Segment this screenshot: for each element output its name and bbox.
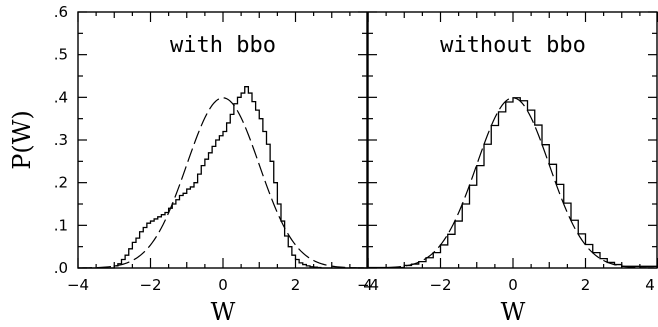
x-tick-label: −2: [429, 276, 451, 294]
x-tick-label: 0: [508, 276, 518, 294]
y-tick-label: .5: [54, 46, 68, 64]
y-tick-label: .6: [54, 3, 68, 21]
y-tick-label: .0: [54, 259, 68, 277]
panel-title: with bbo: [170, 33, 276, 58]
histogram-series: [78, 86, 368, 269]
y-tick-label: .4: [54, 88, 68, 106]
x-axis-label: W: [501, 298, 526, 326]
histogram-series: [367, 97, 658, 269]
x-tick-label: 2: [581, 276, 591, 294]
x-tick-label: 4: [645, 276, 655, 294]
x-tick-label: 4: [363, 276, 373, 294]
gaussian-curve: [77, 97, 369, 269]
gaussian-curve: [367, 97, 658, 269]
y-tick-label: .2: [54, 174, 68, 192]
x-tick-label: 2: [291, 276, 301, 294]
x-tick-label: −2: [139, 276, 161, 294]
panel-title: without bbo: [440, 33, 586, 58]
x-axis-label: W: [211, 298, 236, 326]
shared-axis-labels: .0 .1 .2 .3 .4 .5 .6 P(W): [8, 3, 68, 277]
x-tick-label: 0: [218, 276, 228, 294]
x-tick-label: −4: [357, 276, 379, 294]
y-tick-label: .1: [54, 216, 68, 234]
y-tick-label: .3: [54, 131, 68, 149]
x-tick-label: −4: [67, 276, 89, 294]
y-axis-label: P(W): [8, 110, 36, 170]
